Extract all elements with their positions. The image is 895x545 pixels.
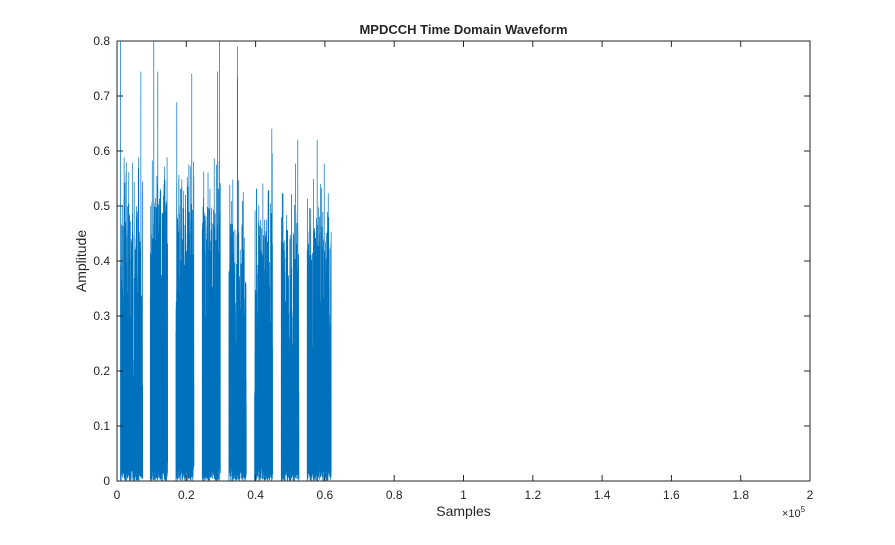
- x-tick-label: 1.4: [594, 488, 611, 502]
- x-tick-label: 1.6: [663, 488, 680, 502]
- x-exponent-label: ×105: [782, 505, 806, 520]
- x-axis-label: Samples: [436, 503, 490, 519]
- waveform-burst-4: [201, 40, 221, 482]
- y-tick-label: 0.5: [93, 199, 110, 213]
- y-tick-label: 0.4: [93, 254, 110, 268]
- waveform-burst-2: [149, 40, 168, 481]
- waveform-burst-7: [280, 139, 300, 482]
- chart-title: MPDCCH Time Domain Waveform: [359, 22, 567, 37]
- y-axis-label: Amplitude: [73, 230, 89, 292]
- x-tick-label: 1: [460, 488, 467, 502]
- tick-layer: 0 0.2 0.4 0.6 0.8 1 1.2 1.4 1.6 1.8 2 0 0.1 0.2 0.3 0.4…: [93, 34, 813, 502]
- y-tick-label: 0.6: [93, 144, 110, 158]
- y-tick-label: 0.2: [93, 364, 110, 378]
- y-tick-label: 0: [103, 474, 110, 488]
- y-tick-label: 0.3: [93, 309, 110, 323]
- y-tick-label: 0.7: [93, 89, 110, 103]
- x-exponent-power: 5: [801, 505, 806, 514]
- y-tick-label: 0.1: [93, 419, 110, 433]
- plot-background: [117, 41, 810, 481]
- x-tick-label: 1.8: [732, 488, 749, 502]
- waveform-burst-8: [306, 139, 332, 482]
- x-tick-label: 0.2: [178, 488, 195, 502]
- y-tick-label: 0.8: [93, 34, 110, 48]
- waveform-burst-5: [228, 46, 247, 482]
- x-tick-label: 0: [114, 488, 121, 502]
- waveform-burst-6: [254, 128, 273, 482]
- waveform-burst-1: [120, 40, 144, 482]
- x-tick-label: 0.8: [386, 488, 403, 502]
- x-tick-label: 0.4: [247, 488, 264, 502]
- x-tick-label: 2: [807, 488, 814, 502]
- x-tick-label: 1.2: [524, 488, 541, 502]
- x-tick-label: 0.6: [317, 488, 334, 502]
